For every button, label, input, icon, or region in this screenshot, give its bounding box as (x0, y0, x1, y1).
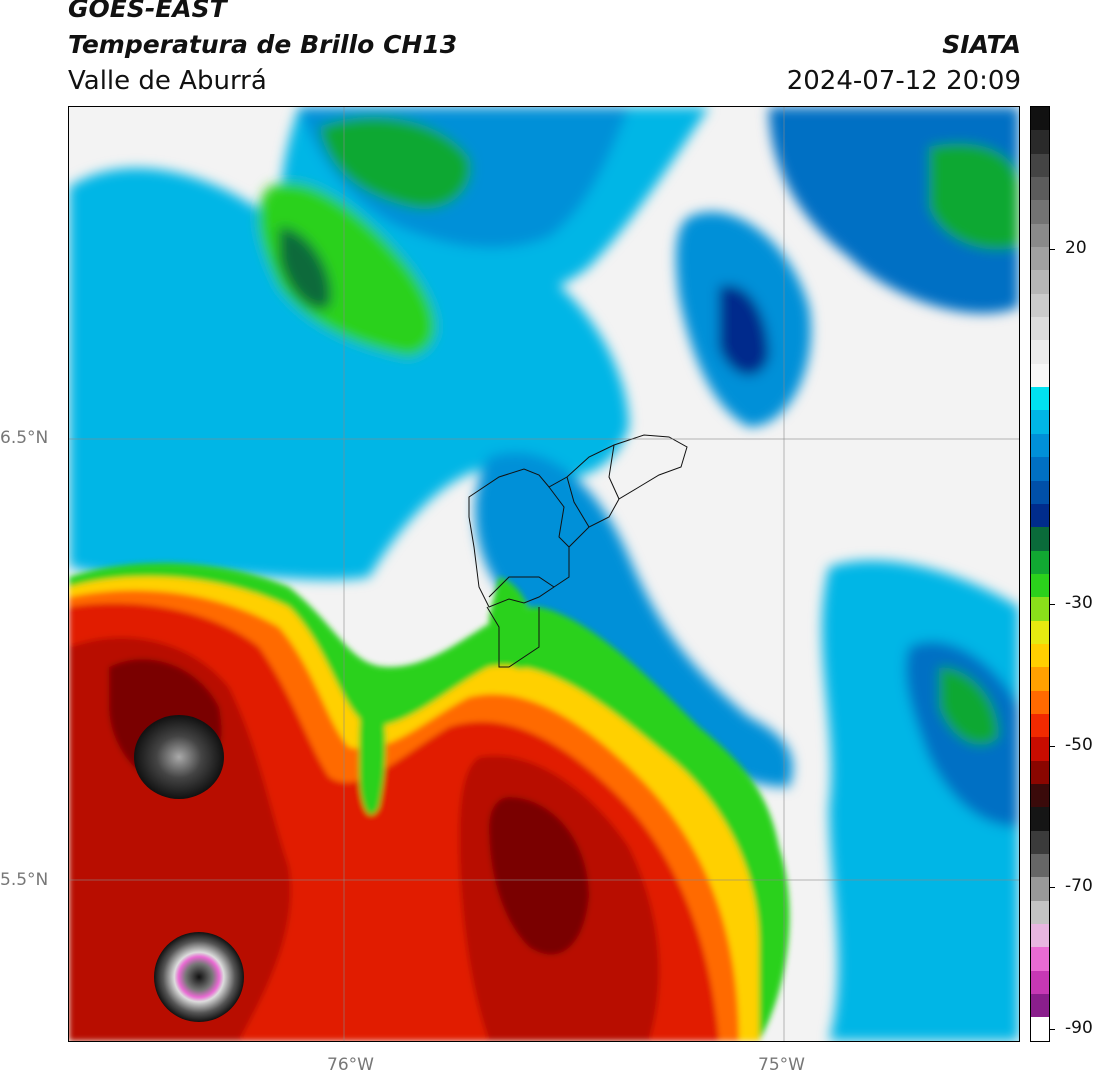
colorbar-segment (1031, 690, 1049, 714)
colorbar-segment (1031, 317, 1049, 341)
storm-core-southwest (154, 932, 244, 1022)
colorbar-tick (1050, 1029, 1055, 1030)
colorbar-segment (1031, 854, 1049, 878)
colorbar-tick (1050, 249, 1055, 250)
lat-label-6-5n: 6.5°N (0, 428, 49, 448)
colorbar-segment (1031, 643, 1049, 668)
colorbar-segment (1031, 947, 1049, 971)
colorbar-segment (1031, 340, 1049, 364)
lon-label-76w: 76°W (327, 1055, 374, 1075)
institution-label: SIATA (942, 30, 1021, 59)
datetime-label: 2024-07-12 20:09 (786, 66, 1021, 96)
colorbar-segment (1031, 550, 1049, 574)
colorbar-segment (1031, 293, 1049, 318)
colorbar-label: -50 (1065, 735, 1093, 755)
colorbar-segment (1031, 1017, 1049, 1041)
colorbar-segment (1031, 503, 1049, 528)
municipality-boundaries (468, 434, 688, 668)
colorbar-segment (1031, 247, 1049, 271)
lat-label-5-5n: 5.5°N (0, 870, 49, 890)
colorbar-segment (1031, 573, 1049, 598)
colorbar-segment (1031, 760, 1049, 784)
satellite-title: GOES-EAST (68, 0, 227, 23)
colorbar-segment (1031, 667, 1049, 691)
colorbar (1030, 106, 1050, 1042)
colorbar-segment (1031, 527, 1049, 551)
colorbar-segment (1031, 177, 1049, 201)
colorbar-segment (1031, 900, 1049, 925)
colorbar-segment (1031, 924, 1049, 948)
colorbar-segment (1031, 807, 1049, 831)
colorbar-label: -70 (1065, 876, 1093, 896)
colorbar-segment (1031, 620, 1049, 644)
colorbar-segment (1031, 153, 1049, 178)
colorbar-label: -90 (1065, 1018, 1093, 1038)
colorbar-tick (1050, 887, 1055, 888)
colorbar-label: 20 (1065, 238, 1087, 258)
colorbar-segment (1031, 713, 1049, 738)
colorbar-segment (1031, 830, 1049, 854)
colorbar-segment (1031, 387, 1049, 411)
colorbar-tick (1050, 604, 1055, 605)
colorbar-segment (1031, 200, 1049, 224)
colorbar-segment (1031, 877, 1049, 901)
lon-label-75w: 75°W (758, 1055, 805, 1075)
colorbar-segment (1031, 480, 1049, 504)
colorbar-segment (1031, 597, 1049, 621)
colorbar-segment (1031, 270, 1049, 294)
colorbar-segment (1031, 783, 1049, 808)
region-label: Valle de Aburrá (68, 66, 267, 96)
colorbar-segment (1031, 433, 1049, 458)
colorbar-label: -30 (1065, 593, 1093, 613)
colorbar-segment (1031, 223, 1049, 248)
colorbar-segment (1031, 994, 1049, 1018)
colorbar-segment (1031, 737, 1049, 761)
colorbar-segment (1031, 107, 1049, 131)
storm-core-west (134, 715, 224, 799)
colorbar-segment (1031, 363, 1049, 388)
colorbar-segment (1031, 457, 1049, 481)
map-field (69, 107, 1019, 1041)
colorbar-segment (1031, 970, 1049, 995)
colorbar-segment (1031, 130, 1049, 154)
colorbar-segment (1031, 410, 1049, 434)
brightness-temperature-map[interactable] (68, 106, 1020, 1042)
colorbar-tick (1050, 746, 1055, 747)
product-title: Temperatura de Brillo CH13 (68, 30, 458, 59)
